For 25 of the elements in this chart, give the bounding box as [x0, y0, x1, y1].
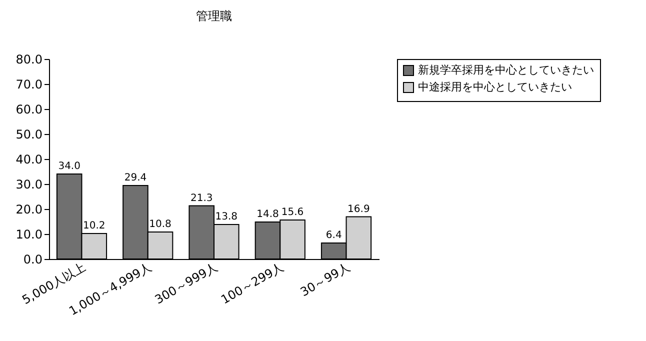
chart-title: 管理職 — [196, 9, 232, 23]
data-label: 14.8 — [256, 209, 279, 220]
data-label: 21.3 — [190, 192, 213, 204]
y-tick-label: 30.0 — [16, 178, 42, 192]
legend-label: 新規学卒採用を中心としていきたい — [418, 64, 594, 76]
y-tick-label: 10.0 — [16, 228, 42, 242]
y-tick-label: 70.0 — [16, 78, 42, 92]
y-tick-label: 20.0 — [16, 202, 42, 216]
y-tick-label: 0.0 — [23, 252, 42, 266]
y-tick-label: 40.0 — [16, 152, 42, 166]
x-tick-label: 300～999人 — [152, 260, 220, 307]
data-label: 10.8 — [149, 219, 172, 230]
data-label: 15.6 — [281, 207, 304, 218]
data-label: 6.4 — [326, 230, 342, 241]
y-tick-label: 60.0 — [16, 102, 42, 116]
data-label: 29.4 — [124, 172, 147, 184]
x-tick-label: 100～299人 — [218, 260, 286, 307]
data-label: 34.0 — [58, 161, 80, 172]
data-label: 16.9 — [348, 204, 370, 215]
y-tick-label: 50.0 — [16, 128, 42, 142]
legend-label: 中途採用を中心としていきたい — [418, 80, 572, 94]
y-tick-label: 80.0 — [16, 52, 42, 66]
x-tick-label: 30～99人 — [298, 260, 352, 300]
data-label: 13.8 — [215, 212, 238, 222]
data-label: 10.2 — [83, 220, 106, 232]
